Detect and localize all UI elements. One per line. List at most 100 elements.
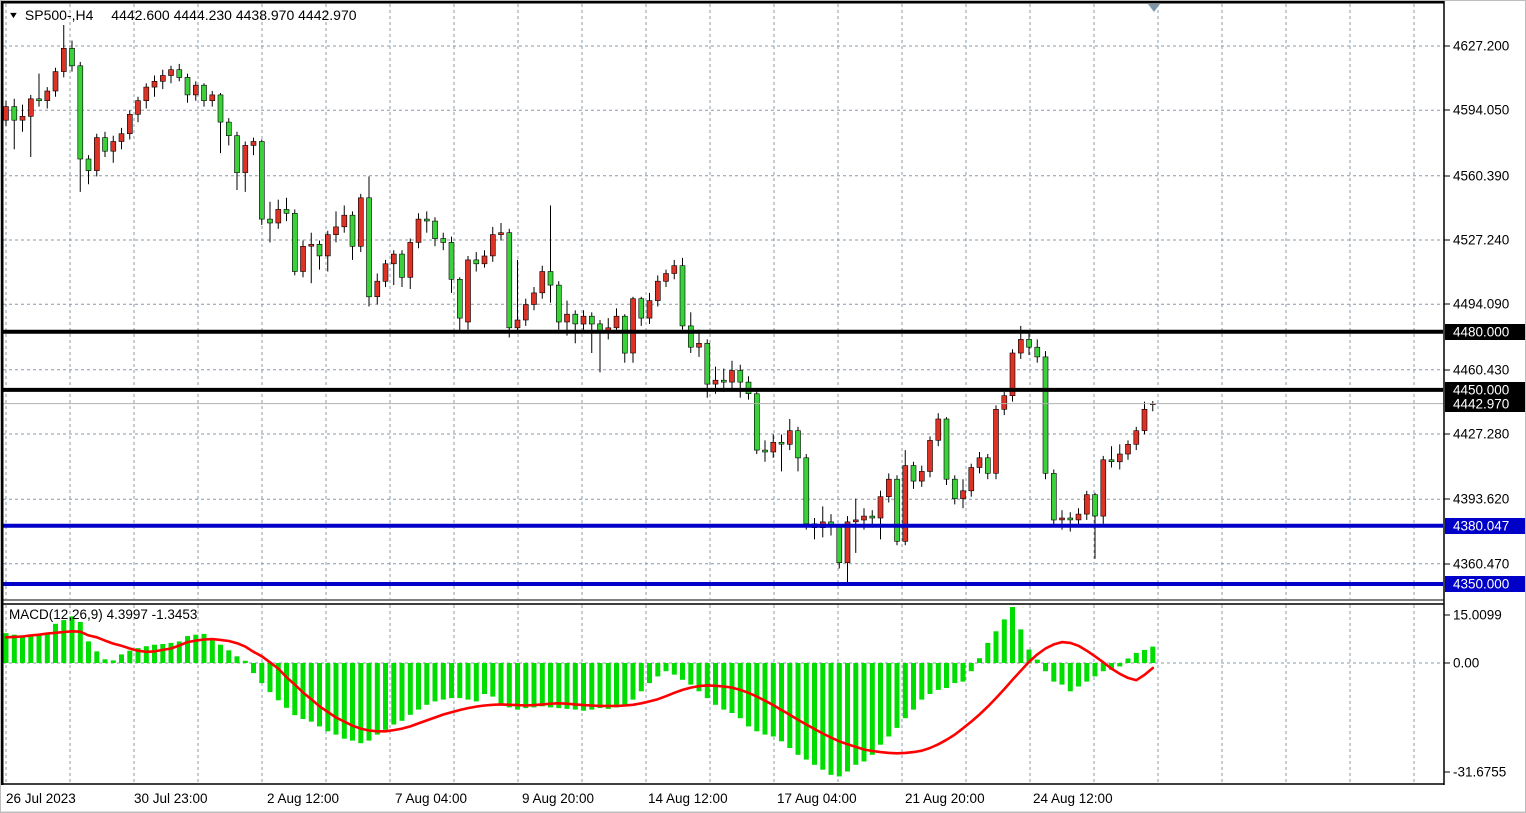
macd-histogram-bar bbox=[135, 648, 141, 663]
candle bbox=[382, 259, 389, 287]
macd-histogram-bar bbox=[680, 663, 685, 680]
candle bbox=[803, 454, 810, 530]
macd-histogram-bar bbox=[234, 656, 240, 663]
macd-histogram-bar bbox=[267, 663, 273, 693]
price-tick-label: 4460.430 bbox=[1453, 363, 1509, 378]
macd-histogram-bar bbox=[671, 663, 677, 675]
candle bbox=[143, 83, 150, 109]
candle bbox=[423, 211, 430, 233]
candle bbox=[638, 296, 645, 326]
candle bbox=[1034, 339, 1041, 363]
price-scale[interactable]: 4627.200 4594.050 4560.390 4527.240 4494.090… bbox=[1444, 39, 1526, 780]
candle bbox=[654, 275, 661, 307]
candle bbox=[1051, 469, 1057, 526]
macd-histogram-bar bbox=[688, 663, 694, 685]
candle bbox=[1042, 351, 1049, 480]
candle bbox=[94, 133, 100, 177]
candle bbox=[151, 75, 158, 97]
macd-histogram-bar bbox=[935, 663, 941, 690]
macd-histogram-bar bbox=[548, 663, 553, 708]
macd-histogram-bar bbox=[820, 663, 826, 770]
macd-histogram-bar bbox=[886, 663, 892, 737]
candle bbox=[448, 236, 455, 293]
macd-histogram-bar bbox=[333, 663, 339, 735]
candle bbox=[349, 211, 356, 260]
macd-histogram-bar bbox=[61, 620, 67, 663]
candle bbox=[498, 223, 504, 241]
candle bbox=[729, 360, 735, 388]
candle bbox=[60, 25, 67, 78]
price-tick-label: 4594.050 bbox=[1453, 103, 1509, 118]
candle bbox=[184, 73, 191, 103]
macd-histogram-bar bbox=[1133, 652, 1139, 663]
macd-histogram-bar bbox=[284, 663, 289, 708]
macd-histogram-bar bbox=[977, 658, 982, 663]
time-scale[interactable]: 26 Jul 2023 30 Jul 23:00 2 Aug 12:00 7 Aug … bbox=[6, 791, 1113, 806]
date-label: 30 Jul 23:00 bbox=[134, 791, 208, 806]
price-tick-label: 4560.390 bbox=[1453, 169, 1509, 184]
macd-histogram-bar bbox=[20, 635, 25, 663]
macd-histogram-bar bbox=[605, 663, 611, 709]
candle bbox=[506, 228, 513, 338]
macd-params: MACD(12,26,9) bbox=[9, 607, 103, 622]
macd-histogram-bar bbox=[1084, 663, 1090, 682]
macd-histogram-bar bbox=[259, 663, 265, 684]
macd-histogram-bar bbox=[1043, 663, 1048, 672]
price-tick-label: -31.6755 bbox=[1453, 765, 1506, 780]
macd-histogram-bar bbox=[523, 663, 529, 709]
symbol-dropdown-icon[interactable]: ▼ bbox=[7, 9, 20, 20]
macd-histogram-bar bbox=[36, 635, 42, 663]
macd-histogram-bar bbox=[358, 663, 364, 744]
candle bbox=[19, 104, 26, 132]
candle bbox=[234, 131, 240, 190]
macd-histogram-bar bbox=[11, 634, 17, 663]
macd-histogram-bar bbox=[209, 639, 215, 663]
macd-histogram-bar bbox=[531, 663, 537, 708]
candle bbox=[69, 40, 75, 72]
macd-histogram-bar bbox=[787, 663, 793, 748]
macd-histogram-bar bbox=[449, 663, 454, 699]
candle bbox=[1141, 401, 1148, 435]
candle bbox=[209, 91, 216, 107]
candle bbox=[1108, 446, 1115, 468]
macd-histogram-bar bbox=[77, 622, 83, 663]
macd-histogram-bar bbox=[341, 663, 347, 739]
macd-histogram-bar bbox=[663, 663, 669, 672]
candle bbox=[786, 419, 793, 451]
candle bbox=[811, 518, 818, 540]
macd-histogram-bar bbox=[242, 660, 248, 663]
candle bbox=[3, 100, 9, 126]
candle bbox=[943, 417, 950, 485]
macd-histogram-bar bbox=[960, 663, 966, 682]
macd-histogram-bar bbox=[638, 663, 644, 692]
macd-histogram-bar bbox=[1067, 663, 1073, 692]
candle bbox=[324, 230, 331, 272]
price-tick-label: 15.0099 bbox=[1453, 608, 1502, 623]
candle bbox=[605, 318, 612, 340]
macd-histogram-bar bbox=[160, 644, 166, 663]
candle bbox=[753, 389, 760, 454]
candle bbox=[960, 479, 966, 509]
price-tick-label: 4527.240 bbox=[1453, 233, 1509, 248]
macd-histogram-bar bbox=[564, 663, 570, 709]
candle bbox=[333, 211, 339, 243]
macd-histogram-bar bbox=[127, 650, 133, 663]
candle bbox=[267, 201, 273, 243]
macd-histogram-bar bbox=[968, 663, 974, 672]
macd-layer bbox=[3, 607, 1156, 777]
macd-histogram-bar bbox=[143, 646, 149, 663]
price-badge-label: 4380.047 bbox=[1453, 519, 1509, 534]
candle bbox=[663, 269, 669, 287]
macd-histogram-bar bbox=[391, 663, 397, 725]
candle bbox=[778, 434, 785, 472]
candle bbox=[456, 277, 463, 332]
macd-histogram-bar bbox=[1076, 663, 1081, 687]
macd-histogram-bar bbox=[894, 663, 900, 728]
chart-shift-marker-icon[interactable] bbox=[1148, 4, 1160, 12]
macd-histogram-bar bbox=[53, 623, 58, 663]
candle bbox=[795, 426, 801, 472]
candle bbox=[621, 314, 628, 363]
macd-histogram-bar bbox=[927, 663, 933, 694]
